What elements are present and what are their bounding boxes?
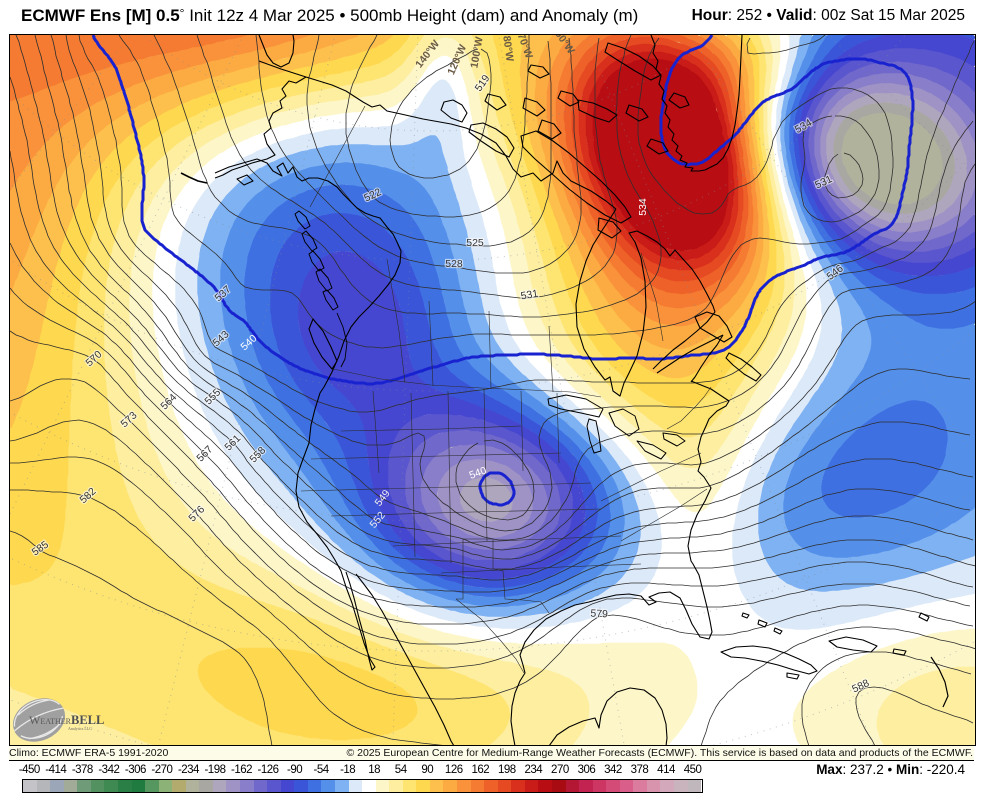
svg-text:528: 528 [445,258,463,270]
svg-text:579: 579 [590,608,608,621]
svg-text:525: 525 [466,237,484,249]
svg-text:100°W: 100°W [468,36,485,69]
svg-text:80°W: 80°W [500,35,515,62]
svg-text:Analytics LLC: Analytics LLC [68,726,92,731]
svg-text:531: 531 [520,288,539,303]
svg-text:534: 534 [637,198,649,216]
svg-text:540: 540 [468,464,489,481]
svg-text:WEATHERBELL: WEATHERBELL [29,713,104,727]
